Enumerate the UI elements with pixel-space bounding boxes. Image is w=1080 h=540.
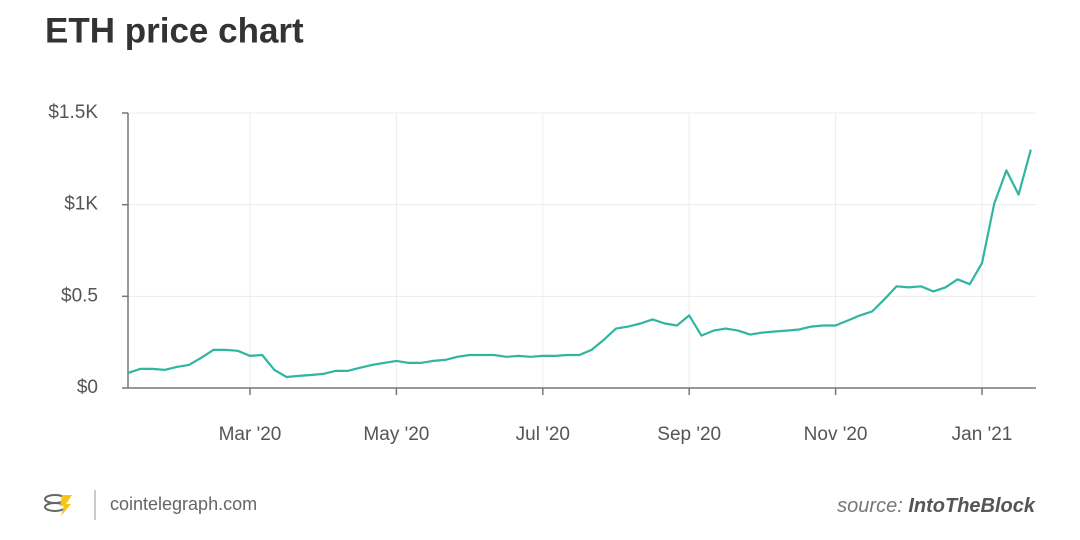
x-tick-label: Jul '20 [516,424,570,445]
x-tick-label: Sep '20 [657,424,721,445]
x-tick-label: Nov '20 [804,424,868,445]
y-tick-label: $0.5 [61,285,98,306]
brand: cointelegraph.com [110,494,257,514]
source-label: source: [837,495,903,517]
logo [44,494,72,516]
y-tick-label: $0 [77,377,98,398]
plot: $0 $0.5 $1K $1.5K Mar '20 May '20 Jul '20 Sep '… [48,102,1036,445]
y-tick-label: $1K [64,194,98,215]
source: source: IntoTheBlock [837,495,1036,517]
chart-title: ETH price chart [45,11,304,50]
price-line [127,149,1032,379]
source-name: IntoTheBlock [908,495,1036,517]
x-tick-label: Mar '20 [219,424,282,445]
x-tick-label: May '20 [363,424,429,445]
x-tick-label: Jan '21 [952,424,1013,445]
y-tick-label: $1.5K [48,102,98,123]
